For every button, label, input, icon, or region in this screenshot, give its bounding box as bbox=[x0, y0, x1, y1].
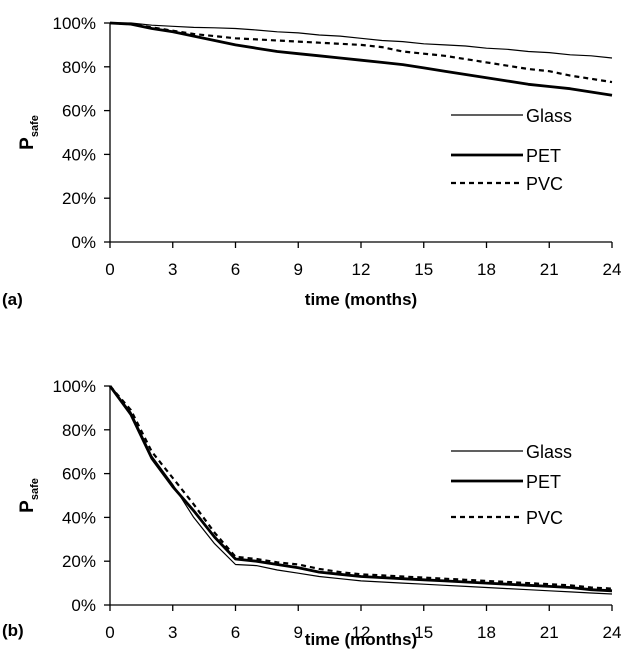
series-line-glass bbox=[109, 385, 613, 595]
x-tick-label: 21 bbox=[540, 623, 559, 642]
series-line-pet bbox=[108, 385, 613, 593]
legend-label-pet: PET bbox=[526, 472, 561, 492]
x-tick-label: 21 bbox=[540, 260, 559, 279]
y-tick-label: 20% bbox=[62, 189, 96, 208]
series-line-pvc bbox=[109, 21, 613, 84]
series-line-pet bbox=[109, 21, 613, 97]
panel-label: (a) bbox=[2, 290, 23, 309]
y-tick-label: 80% bbox=[62, 58, 96, 77]
x-tick-label: 18 bbox=[477, 623, 496, 642]
y-axis-title: Psafe bbox=[17, 115, 41, 150]
x-tick-label: 3 bbox=[168, 623, 177, 642]
legend-label-glass: Glass bbox=[526, 442, 572, 462]
x-tick-label: 6 bbox=[231, 260, 240, 279]
y-axis-title-subscript: safe bbox=[29, 478, 41, 500]
y-axis-title-main: P bbox=[17, 137, 38, 150]
y-axis-title-main: P bbox=[17, 500, 38, 513]
y-tick-label: 0% bbox=[71, 596, 96, 615]
x-tick-label: 15 bbox=[414, 260, 433, 279]
y-axis-title: Psafe bbox=[17, 478, 41, 513]
y-axis-title-subscript: safe bbox=[29, 115, 41, 137]
legend-label-pvc: PVC bbox=[526, 508, 563, 528]
x-tick-label: 6 bbox=[231, 623, 240, 642]
x-tick-label: 9 bbox=[294, 623, 303, 642]
x-tick-label: 12 bbox=[352, 260, 371, 279]
y-tick-label: 80% bbox=[62, 421, 96, 440]
panel-label: (b) bbox=[2, 621, 24, 640]
legend-label-pet: PET bbox=[526, 146, 561, 166]
x-axis-title: time (months) bbox=[305, 290, 417, 309]
series-line-pvc bbox=[109, 385, 613, 590]
legend-label-pvc: PVC bbox=[526, 174, 563, 194]
y-tick-label: 40% bbox=[62, 145, 96, 164]
x-tick-label: 9 bbox=[294, 260, 303, 279]
y-tick-label: 0% bbox=[71, 233, 96, 252]
x-tick-label: 24 bbox=[603, 623, 622, 642]
x-axis-title: time (months) bbox=[305, 630, 417, 649]
y-tick-label: 60% bbox=[62, 465, 96, 484]
x-tick-label: 24 bbox=[603, 260, 622, 279]
x-tick-label: 18 bbox=[477, 260, 496, 279]
x-tick-label: 0 bbox=[105, 623, 114, 642]
legend-label-glass: Glass bbox=[526, 106, 572, 126]
x-tick-label: 0 bbox=[105, 260, 114, 279]
y-tick-label: 60% bbox=[62, 102, 96, 121]
x-tick-label: 15 bbox=[414, 623, 433, 642]
series-line-glass bbox=[110, 22, 613, 59]
x-tick-label: 3 bbox=[168, 260, 177, 279]
y-tick-label: 100% bbox=[53, 377, 96, 396]
chart-panel-b: 0% 20% 40% 60% 80% 100% 0 3 6 9 12 15 18 21 24 time (mo… bbox=[2, 377, 621, 649]
y-tick-label: 100% bbox=[53, 14, 96, 33]
x-tick-label: 12 bbox=[352, 623, 371, 642]
y-tick-label: 40% bbox=[62, 508, 96, 527]
chart-panel-a: 0% 20% 40% 60% 80% 100% 0 3 6 9 12 15 18 21 24 time (mo… bbox=[2, 14, 621, 309]
y-tick-label: 20% bbox=[62, 552, 96, 571]
